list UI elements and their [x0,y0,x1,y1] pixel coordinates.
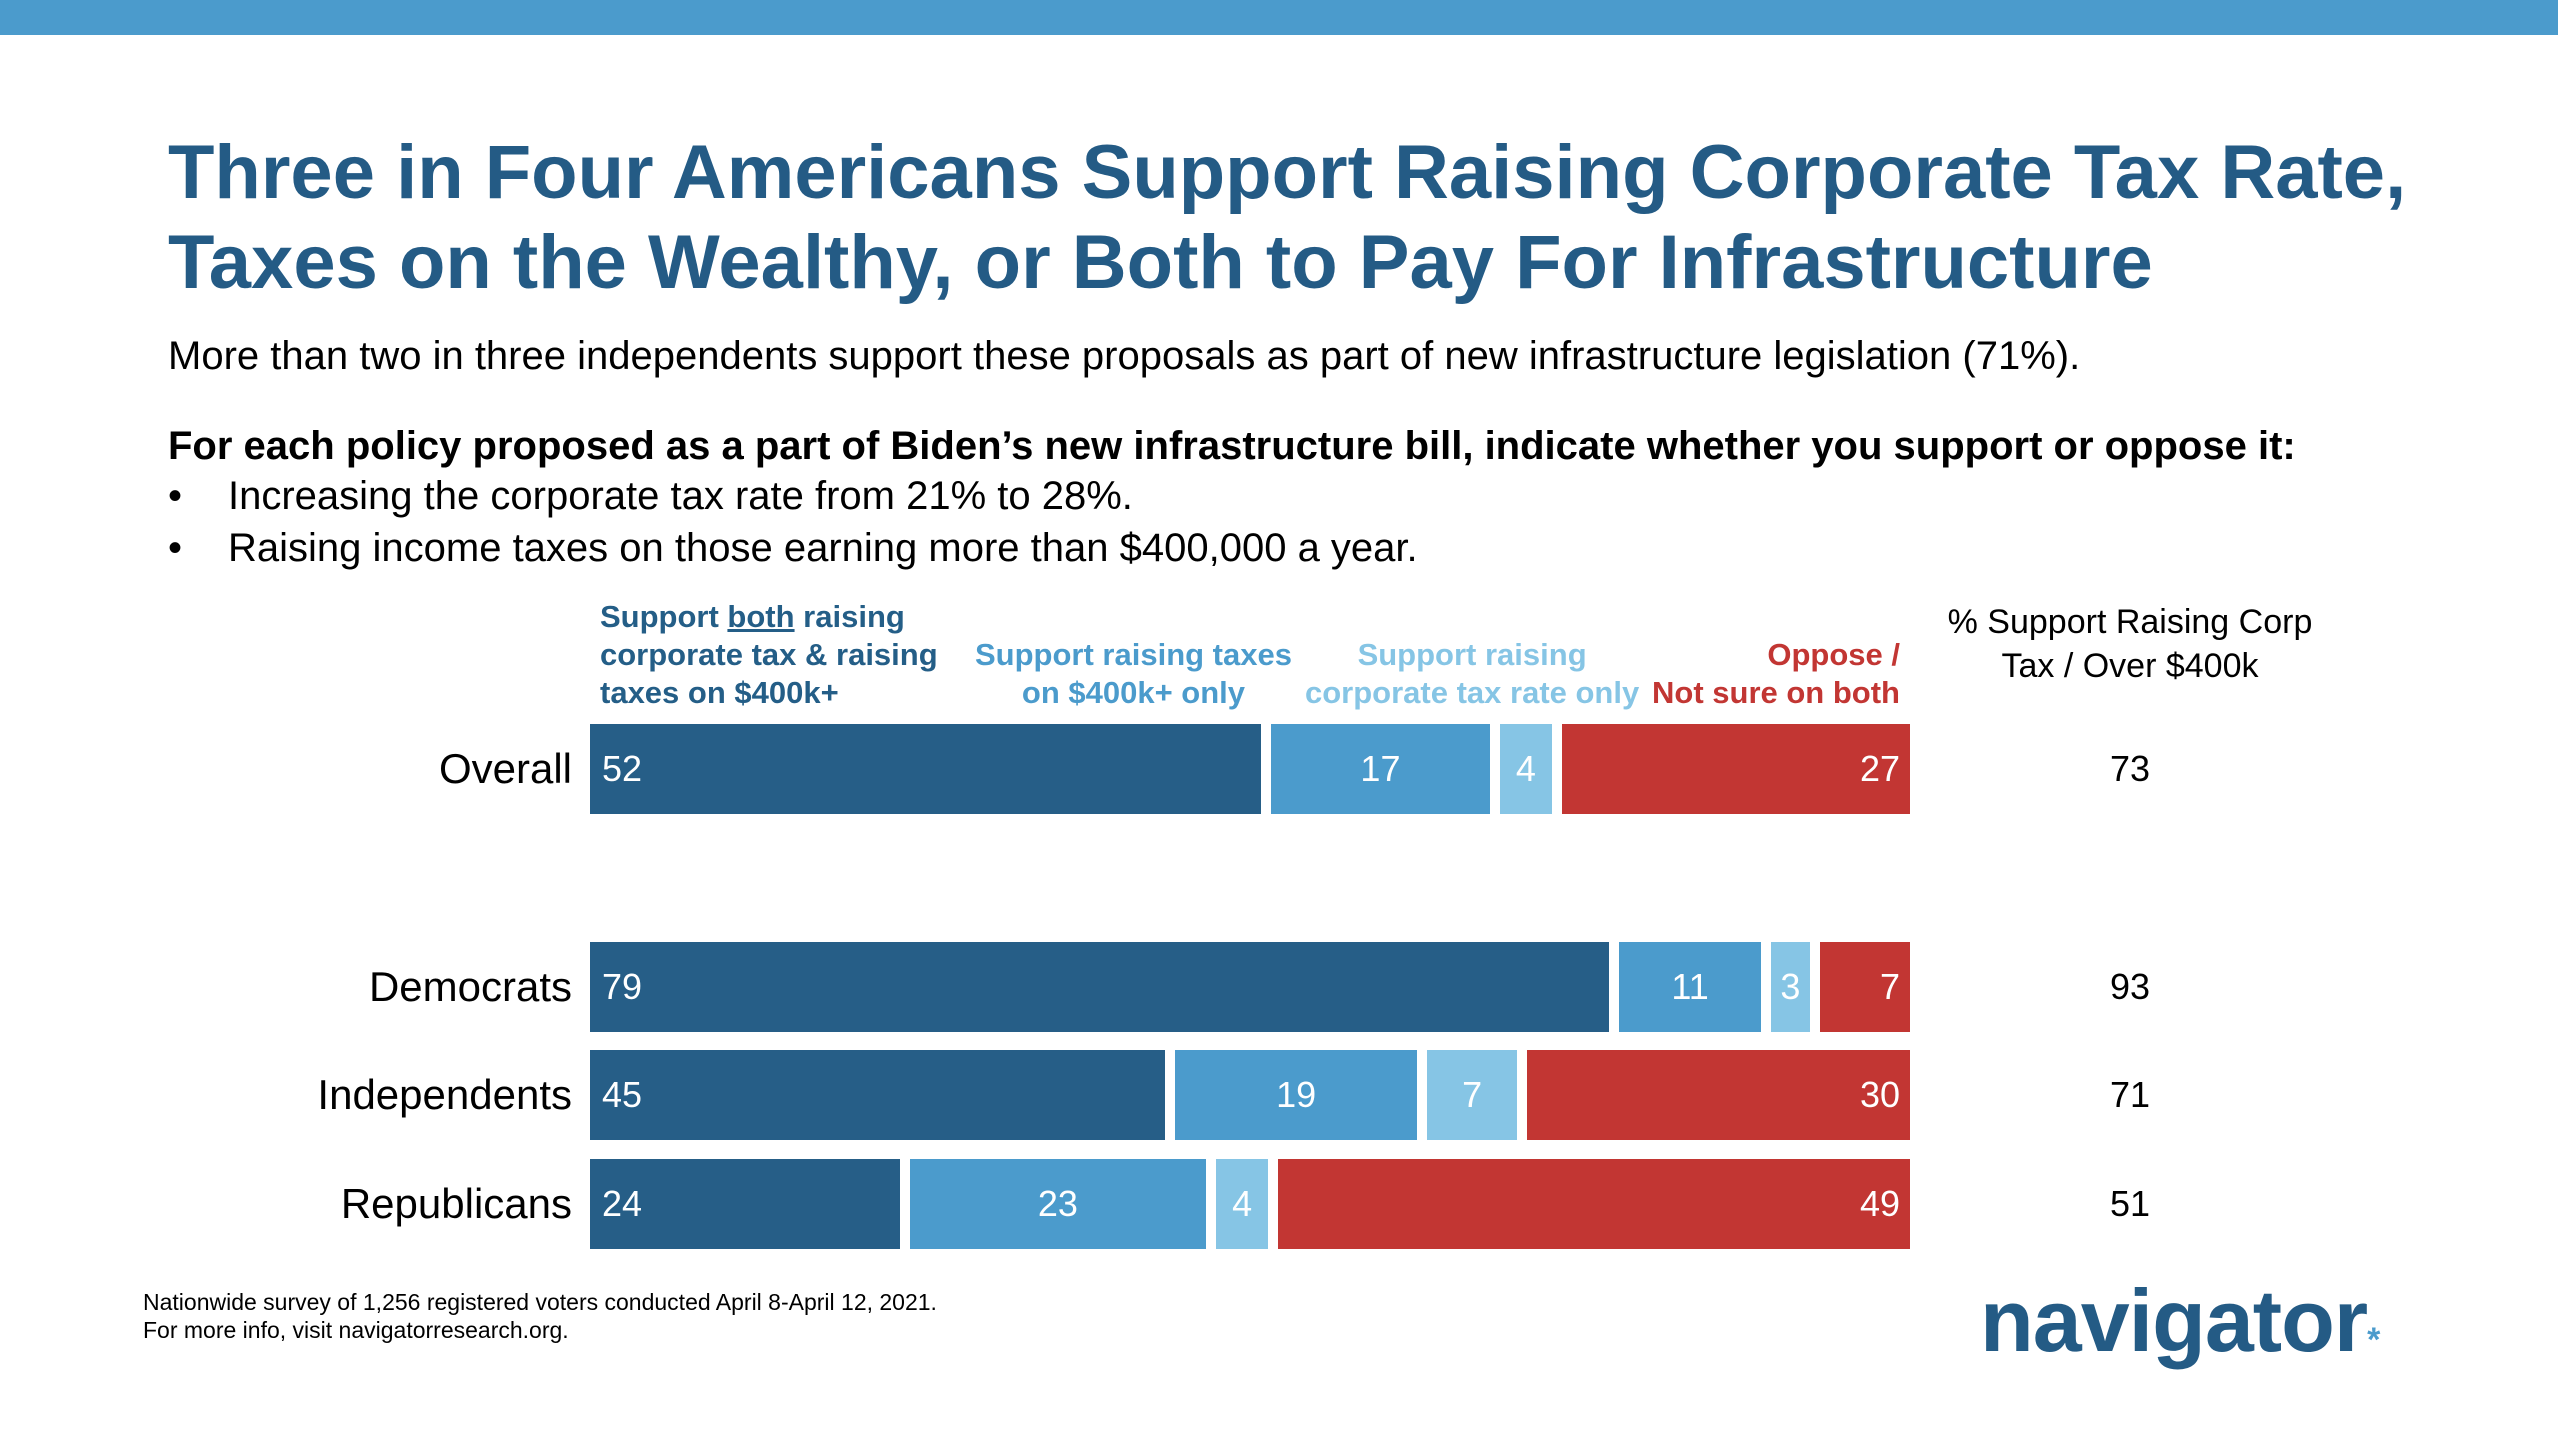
data-label-both-overall: 52 [602,748,643,789]
row-label-democrats: Democrats [368,963,572,1010]
bar-row-democrats: 79 11 3 7 [590,942,1910,1032]
row-label-independents: Independents [317,1071,572,1118]
legend-both-line-1: Support both raising [600,599,905,634]
bar-segment-corp-independents: 7 [1427,1050,1517,1140]
data-label-corp-overall: 4 [1515,748,1536,789]
legend-support-corp-only: Support raising corporate tax rate only [1305,636,1639,712]
data-label-taxes-independents: 19 [1276,1074,1317,1115]
data-label-taxes-democrats: 11 [1671,966,1709,1007]
subtitle: More than two in three independents supp… [168,334,2081,378]
title-line-2: Taxes on the Wealthy, or Both to Pay For… [168,220,2153,305]
page-title: Three in Four Americans Support Raising … [168,128,2468,308]
data-label-oppose-independents: 30 [1859,1074,1900,1115]
footnote: Nationwide survey of 1,256 registered vo… [143,1288,937,1344]
support-total-overall: 73 [2109,748,2151,789]
data-label-corp-democrats: 3 [1780,966,1801,1007]
data-label-both-democrats: 79 [602,966,643,1007]
bar-segment-both-republicans: 24 [590,1159,900,1249]
bar-segment-taxes-democrats: 11 [1619,942,1761,1032]
bar-segment-corp-overall: 4 [1500,724,1552,814]
footnote-line-2: For more info, visit navigatorresearch.o… [143,1317,569,1343]
bar-row-republicans: 24 23 4 49 [590,1159,1910,1249]
survey-question: For each policy proposed as a part of Bi… [168,424,2296,468]
footnote-line-1: Nationwide survey of 1,256 registered vo… [143,1289,937,1315]
policy-list: Increasing the corporate tax rate from 2… [168,470,1418,574]
legend-oppose: Oppose / Not sure on both [1620,636,1900,712]
bar-segment-both-independents: 45 [590,1050,1165,1140]
data-label-corp-republicans: 4 [1232,1183,1253,1224]
bar-segment-corp-republicans: 4 [1216,1159,1268,1249]
bar-segment-oppose-overall: 27 [1561,724,1910,814]
bar-segment-taxes-republicans: 23 [909,1159,1207,1249]
bar-segment-both-democrats: 79 [590,942,1610,1032]
legend-oppose-line-2: Not sure on both [1652,675,1900,710]
data-label-taxes-republicans: 23 [1037,1183,1078,1224]
bar-segment-oppose-republicans: 49 [1277,1159,1910,1249]
legend-corp-line-2: corporate tax rate only [1305,675,1640,710]
bar-segment-corp-democrats: 3 [1771,942,1810,1032]
data-label-both-republicans: 24 [602,1183,643,1224]
row-label-overall: Overall [438,745,572,792]
bar-segment-taxes-overall: 17 [1270,724,1491,814]
logo-text: navigator [1980,1271,2368,1370]
legend-both-line-3: taxes on $400k+ [600,675,839,710]
bar-row-independents: 45 19 7 30 [590,1050,1910,1140]
data-label-oppose-democrats: 7 [1879,966,1900,1007]
bar-segment-oppose-independents: 30 [1526,1050,1910,1140]
legend-corp-line-1: Support raising [1357,637,1587,672]
data-label-both-independents: 45 [602,1074,643,1115]
support-column-header: % Support Raising Corp Tax / Over $400k [1905,600,2355,688]
row-label-republicans: Republicans [340,1180,572,1227]
bar-segment-both-overall: 52 [590,724,1261,814]
data-label-oppose-overall: 27 [1859,748,1900,789]
legend-taxes-line-2: on $400k+ only [1021,675,1246,710]
data-label-taxes-overall: 17 [1360,748,1401,789]
support-header-line-1: % Support Raising Corp [1947,603,2313,641]
legend-support-both: Support both raising corporate tax & rai… [600,598,938,712]
bar-segment-oppose-democrats: 7 [1819,942,1910,1032]
data-label-corp-independents: 7 [1462,1074,1483,1115]
legend-both-line-2: corporate tax & raising [600,637,938,672]
support-total-democrats: 93 [2109,966,2151,1007]
policy-item-corporate: Increasing the corporate tax rate from 2… [168,470,1418,522]
bar-segment-taxes-independents: 19 [1174,1050,1418,1140]
legend-both-underline: both [727,599,795,634]
support-header-line-2: Tax / Over $400k [2001,647,2259,685]
navigator-logo: navigator* [1980,1270,2380,1372]
support-total-republicans: 51 [2109,1183,2151,1224]
bar-row-overall: 52 17 4 27 [590,724,1910,814]
legend-oppose-line-1: Oppose / [1767,637,1900,672]
policy-item-income: Raising income taxes on those earning mo… [168,522,1418,574]
logo-mark-icon: * [2367,1321,2380,1359]
support-total-independents: 71 [2109,1074,2151,1115]
legend-support-taxes-only: Support raising taxes on $400k+ only [975,636,1292,712]
top-accent-bar [0,0,2558,35]
title-line-1: Three in Four Americans Support Raising … [168,130,2407,215]
data-label-oppose-republicans: 49 [1859,1183,1900,1224]
legend-taxes-line-1: Support raising taxes [975,637,1292,672]
